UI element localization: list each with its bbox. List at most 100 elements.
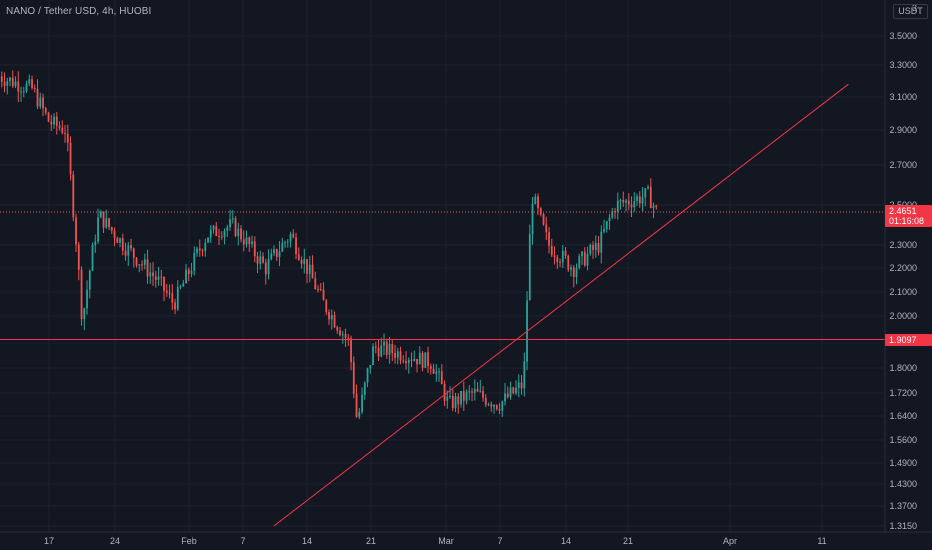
candle-body (424, 352, 427, 368)
candle-body (537, 196, 539, 209)
candle-body (278, 251, 281, 258)
candle-body (256, 256, 259, 264)
candle-body (517, 382, 520, 388)
candle-body (383, 341, 385, 346)
candle-body (413, 358, 416, 361)
drawings (0, 83, 885, 527)
candle-body (561, 250, 564, 263)
candle-body (141, 264, 143, 266)
candle-body (567, 255, 570, 270)
candle-body (146, 259, 149, 277)
candle-body (531, 203, 534, 235)
candle-body (270, 253, 273, 260)
candle-body (17, 81, 20, 92)
candle-body (575, 267, 578, 278)
candle-body (545, 224, 548, 233)
candle-body (262, 256, 264, 263)
candle-body (83, 308, 86, 320)
candle-body (418, 352, 421, 365)
candle-body (641, 197, 644, 204)
currency-badge[interactable]: USDT (893, 4, 928, 19)
candle-body (429, 366, 432, 369)
last-price-value: 2.4651 (889, 206, 917, 216)
candle-body (113, 230, 116, 239)
candle-body (509, 387, 512, 398)
candle-body (130, 245, 132, 249)
candle-body (539, 208, 542, 215)
candle-body (99, 211, 102, 218)
candle-body (86, 289, 88, 309)
candle-body (416, 358, 418, 365)
price-tick-label: 2.7000 (889, 160, 917, 170)
candle-body (193, 252, 196, 271)
candle-body (454, 396, 457, 409)
candle-body (124, 250, 127, 256)
price-tick-label: 1.4900 (889, 458, 917, 468)
candle-body (165, 290, 168, 293)
candle-body (91, 245, 94, 271)
candle-body (119, 238, 121, 243)
price-axis: 33.50003.30003.10002.90002.70002.50002.3… (0, 0, 932, 533)
candle-body (333, 314, 336, 328)
candle-body (204, 242, 207, 251)
candle-body (110, 227, 113, 231)
candle-body (542, 214, 545, 225)
candle-body (220, 236, 223, 238)
candle-body (341, 334, 344, 336)
candle-body (498, 409, 501, 411)
candle-body (66, 133, 69, 143)
candle-body (366, 368, 369, 383)
candle-body (242, 239, 245, 245)
candle-body (231, 218, 234, 220)
candle-body (77, 244, 80, 270)
candle-body (570, 267, 572, 270)
candle-body (336, 327, 339, 331)
candle-body (149, 272, 152, 277)
candle-body (297, 254, 300, 260)
candle-body (61, 127, 64, 133)
candle-body (281, 243, 284, 252)
candle-body (105, 218, 108, 228)
candle-body (350, 338, 352, 363)
candle-body (6, 80, 9, 86)
candle-body (388, 343, 391, 355)
candle-body (512, 387, 515, 394)
candle-body (215, 225, 218, 236)
candle-body (143, 259, 146, 265)
price-tick-label: 1.3700 (889, 501, 917, 511)
time-tick-label: 17 (44, 536, 54, 546)
candle-body (319, 289, 322, 291)
candle-body (361, 394, 363, 413)
price-tick-label: 2.0000 (889, 311, 917, 321)
symbol-title[interactable]: NANO / Tether USD, 4h, HUOBI (6, 6, 152, 17)
candle-body (267, 259, 270, 275)
price-tick-label: 2.9000 (889, 125, 917, 135)
candle-body (625, 200, 627, 203)
candle-body (259, 256, 262, 264)
candle-body (50, 121, 53, 125)
candle-body (223, 230, 226, 238)
candle-body (311, 264, 314, 279)
candle-body (168, 292, 171, 294)
candle-body (583, 251, 586, 266)
candle-body (308, 264, 311, 274)
candle-body (405, 361, 407, 364)
price-tick-label: 1.5600 (889, 435, 917, 445)
candle-body (275, 249, 278, 258)
candle-body (468, 391, 471, 393)
candle-body (528, 234, 531, 301)
candle-body (209, 229, 212, 238)
trend-line (273, 83, 849, 527)
candle-body (652, 205, 655, 209)
candle-body (292, 233, 295, 238)
candle-body (506, 393, 509, 398)
candle-body (42, 97, 44, 109)
candle-body (600, 231, 603, 253)
candle-body (605, 221, 608, 230)
candle-body (638, 196, 641, 204)
time-axis: 17 24 Feb 7 14 21 Mar 7 14 21 Apr 11 (44, 536, 827, 546)
candle-body (160, 276, 163, 278)
candle-body (121, 238, 124, 251)
candle-body (484, 397, 487, 405)
